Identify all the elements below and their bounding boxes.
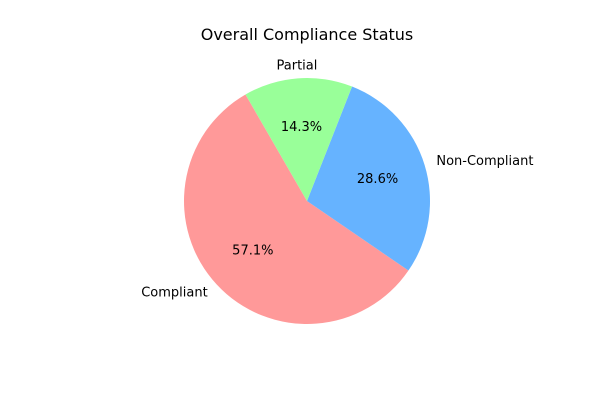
pct-label-partial: 14.3% (281, 120, 322, 135)
pie-slices (183, 77, 430, 325)
slice-label-partial: Partial (277, 59, 318, 74)
pie-slice-non-compliant (307, 86, 430, 271)
chart-title: Overall Compliance Status (201, 25, 414, 44)
pie-slice-partial (245, 77, 353, 201)
pie-slice-compliant (183, 94, 409, 325)
slice-label-non-compliant: Non-Compliant (436, 154, 533, 169)
pie-labels: Compliant 57.1% Non-Compliant 28.6% Partial 1… (141, 59, 533, 301)
slice-label-compliant: Compliant (141, 285, 207, 300)
pct-label-compliant: 57.1% (232, 244, 273, 259)
pct-label-non-compliant: 28.6% (357, 172, 398, 187)
